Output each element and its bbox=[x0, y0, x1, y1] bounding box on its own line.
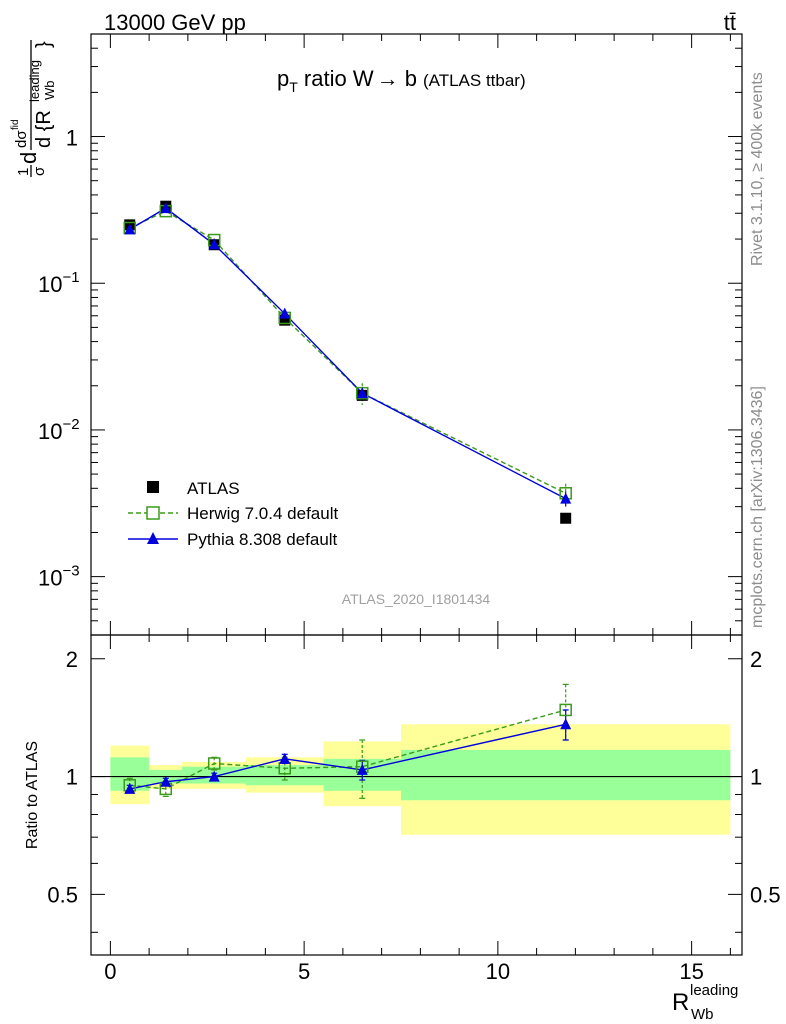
svg-text:}: } bbox=[33, 41, 55, 48]
svg-text:1: 1 bbox=[15, 168, 32, 176]
ratio-herwig-line bbox=[129, 709, 566, 790]
main-series-group bbox=[123, 200, 572, 524]
pythia-point bbox=[279, 307, 291, 319]
legend-atlas-label: ATLAS bbox=[187, 479, 240, 498]
legend-pythia-label: Pythia 8.308 default bbox=[187, 530, 338, 549]
x-tick-label: 15 bbox=[679, 959, 703, 984]
energy-label: 13000 GeV pp bbox=[104, 10, 246, 35]
ratio-uncertainty-bands bbox=[91, 724, 742, 835]
ratio-series-group bbox=[123, 683, 572, 799]
svg-text:d {R: d {R bbox=[33, 110, 55, 148]
main-y-tick-label: 10−2 bbox=[38, 416, 80, 444]
ratio-herwig-point bbox=[207, 757, 221, 770]
ratio-pythia-point bbox=[279, 752, 291, 764]
legend-atlas-marker bbox=[147, 481, 159, 493]
main-y-tick-label: 10−1 bbox=[38, 269, 80, 297]
ratio-y-tick-label-right: 2 bbox=[750, 647, 762, 672]
svg-text:dσ: dσ bbox=[13, 130, 30, 148]
mcplots-label: mcplots.cern.ch [arXiv:1306.3436] bbox=[749, 386, 766, 628]
ratio-ticks: 0.5 0.5 1 1 2 2 0 5 10 15 bbox=[47, 635, 781, 984]
ratio-plot-frame bbox=[90, 634, 743, 956]
ratio-pythia-point bbox=[160, 775, 172, 787]
pythia-point bbox=[208, 238, 220, 250]
atlas-data-point bbox=[560, 512, 572, 524]
svg-text:R: R bbox=[672, 989, 689, 1016]
ratio-y-tick-label-left: 1 bbox=[66, 765, 78, 790]
ratio-y-tick-label-left: 0.5 bbox=[47, 882, 78, 907]
pythia-point bbox=[124, 223, 136, 235]
ratio-herwig-point bbox=[559, 703, 572, 717]
x-tick-label: 5 bbox=[298, 959, 310, 984]
ratio-band-inner bbox=[401, 749, 731, 801]
x-axis-label: R leading Wb bbox=[672, 982, 738, 1023]
x-tick-label: 10 bbox=[486, 959, 510, 984]
pythia-point bbox=[560, 492, 572, 504]
svg-text:fid: fid bbox=[10, 119, 21, 130]
atlas-data-point bbox=[279, 314, 291, 326]
ratio-pythia-point bbox=[356, 763, 368, 775]
ratio-y-axis-label: Ratio to ATLAS bbox=[24, 741, 41, 849]
herwig-line bbox=[129, 210, 566, 494]
legend-herwig-marker bbox=[146, 506, 160, 520]
svg-text:d: d bbox=[16, 152, 41, 164]
svg-text:σ: σ bbox=[31, 166, 48, 176]
ratio-pythia-point bbox=[124, 782, 136, 794]
ratio-pythia-point bbox=[208, 770, 220, 782]
pythia-line bbox=[129, 207, 567, 500]
pythia-point bbox=[356, 387, 368, 399]
legend-herwig-label: Herwig 7.0.4 default bbox=[187, 504, 338, 523]
rivet-version-label: Rivet 3.1.10, ≥ 400k events bbox=[749, 72, 766, 266]
svg-text:Wb: Wb bbox=[42, 81, 57, 101]
ratio-y-tick-label-left: 2 bbox=[66, 647, 78, 672]
svg-text:Wb: Wb bbox=[691, 1006, 714, 1023]
svg-text:leading: leading bbox=[27, 60, 42, 102]
svg-text:leading: leading bbox=[690, 982, 738, 999]
analysis-id-label: ATLAS_2020_I1801434 bbox=[342, 591, 491, 607]
main-y-ticks: 10−3 10−2 10−1 1 bbox=[38, 33, 742, 636]
main-plot-title: pT ratio W → b (ATLAS ttbar) bbox=[277, 66, 526, 95]
process-label: tt̄ bbox=[724, 10, 736, 35]
legend-pythia-marker bbox=[147, 532, 159, 544]
ratio-pythia-point bbox=[560, 718, 572, 730]
main-y-axis-label: 1 σ d dσ fid d {R leading Wb } bbox=[10, 40, 57, 177]
ratio-y-tick-label-right: 1 bbox=[750, 765, 762, 790]
main-y-tick-label: 10−3 bbox=[38, 563, 80, 591]
legend: ATLAS Herwig 7.0.4 default Pythia 8.308 … bbox=[128, 479, 338, 549]
pythia-point bbox=[160, 202, 172, 214]
ratio-y-tick-label-right: 0.5 bbox=[750, 882, 781, 907]
main-y-tick-label: 1 bbox=[66, 126, 78, 151]
x-tick-label: 0 bbox=[104, 959, 116, 984]
